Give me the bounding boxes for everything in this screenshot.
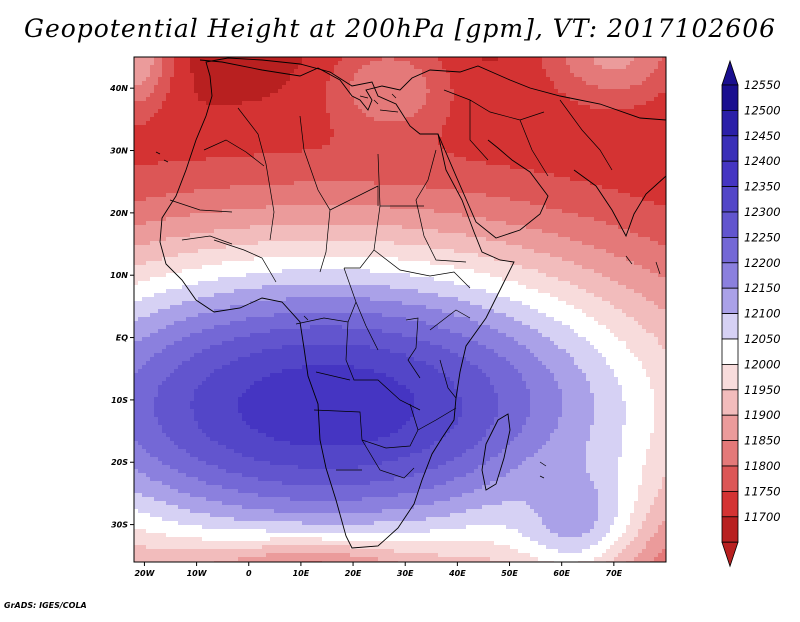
height-field <box>134 57 667 566</box>
lat-tick-label: EQ <box>116 334 128 343</box>
lat-tick-label: 20N <box>110 209 128 218</box>
colorbar-label: 11850 <box>744 434 781 448</box>
longitude-ticks: 20W 10W 0 10E 20E 30E 40E 50E 60E 70E <box>134 562 622 578</box>
colorbar-label: 12050 <box>744 332 781 346</box>
lat-tick-label: 10N <box>110 271 128 280</box>
lat-tick-label: 10S <box>111 396 128 405</box>
colorbar-label: 11950 <box>744 383 781 397</box>
colorbar-label: 12150 <box>744 281 781 295</box>
colorbar-swatch <box>722 441 738 466</box>
colorbar-swatch <box>722 415 738 440</box>
credit-text: GrADS: IGES/COLA <box>4 601 87 610</box>
lon-tick-label: 50E <box>501 569 518 578</box>
colorbar-swatch <box>722 85 738 110</box>
lon-tick-label: 40E <box>448 569 466 578</box>
colorbar-label: 11800 <box>744 459 781 473</box>
colorbar-swatch <box>722 517 738 542</box>
colorbar: 12550 12500 12450 12400 12350 12300 12250 12200… <box>722 61 781 566</box>
colorbar-label: 12500 <box>744 103 781 117</box>
colorbar-swatch <box>722 263 738 288</box>
colorbar-label: 11750 <box>744 484 781 498</box>
colorbar-swatch <box>722 187 738 212</box>
colorbar-swatch <box>722 161 738 186</box>
colorbar-swatch <box>722 339 738 364</box>
lon-tick-label: 30E <box>397 569 414 578</box>
colorbar-swatch <box>722 466 738 491</box>
colorbar-swatch <box>722 136 738 161</box>
lat-tick-label: 30N <box>110 147 128 156</box>
colorbar-label: 12100 <box>744 307 781 321</box>
colorbar-label: 12200 <box>744 256 781 270</box>
lon-tick-label: 0 <box>246 569 252 578</box>
colorbar-label: 12450 <box>744 129 781 143</box>
colorbar-label: 12350 <box>744 180 781 194</box>
lon-tick-label: 20E <box>345 569 362 578</box>
colorbar-label: 12400 <box>744 154 781 168</box>
lat-tick-label: 30S <box>111 521 128 530</box>
lon-tick-label: 10W <box>187 569 208 578</box>
colorbar-swatch <box>722 314 738 339</box>
lat-tick-label: 40N <box>109 84 128 93</box>
colorbar-swatch <box>722 288 738 313</box>
lon-tick-label: 70E <box>606 569 623 578</box>
colorbar-swatch <box>722 390 738 415</box>
latitude-ticks: 40N 30N 20N 10N EQ 10S 20S 30S <box>109 84 134 529</box>
colorbar-bottom-arrow <box>722 542 738 566</box>
lon-tick-label: 20W <box>134 569 155 578</box>
lon-tick-label: 10E <box>293 569 310 578</box>
colorbar-top-arrow <box>722 61 738 85</box>
colorbar-swatch <box>722 110 738 135</box>
colorbar-swatch <box>722 237 738 262</box>
colorbar-label: 12250 <box>744 230 781 244</box>
colorbar-swatch <box>722 212 738 237</box>
colorbar-label: 12300 <box>744 205 781 219</box>
colorbar-label: 12000 <box>744 357 781 371</box>
colorbar-swatch <box>722 364 738 389</box>
colorbar-swatch <box>722 491 738 516</box>
colorbar-label: 11900 <box>744 408 781 422</box>
colorbar-label: 12550 <box>744 78 781 92</box>
lon-tick-label: 60E <box>553 569 570 578</box>
lat-tick-label: 20S <box>111 458 128 467</box>
colorbar-label: 11700 <box>744 510 781 524</box>
